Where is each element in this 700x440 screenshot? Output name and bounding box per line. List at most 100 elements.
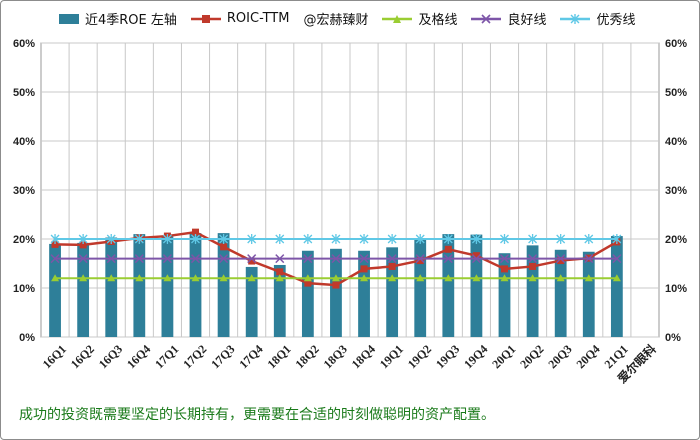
marker-pass	[612, 274, 621, 282]
marker-roic	[192, 228, 199, 236]
x-tick-label: 20Q2	[517, 342, 546, 371]
marker-pass	[51, 274, 60, 282]
marker-good	[219, 254, 229, 264]
chart-caption: 成功的投资既需要坚定的长期持有，更需要在合适的时刻做聪明的资产配置。	[19, 407, 495, 423]
bar-roe	[49, 243, 61, 337]
marker-good	[499, 254, 510, 264]
bar-roe	[217, 233, 230, 337]
x-tick-label: 16Q1	[40, 342, 69, 371]
x-tick-label: 16Q4	[124, 342, 153, 371]
marker-excellent	[331, 234, 341, 244]
marker-good	[247, 254, 257, 264]
marker-pass	[135, 274, 144, 282]
marker-good	[359, 254, 369, 264]
marker-roic	[304, 279, 312, 287]
marker-good	[556, 254, 566, 264]
bar-roe	[273, 264, 286, 337]
legend-swatch-excellent	[560, 13, 591, 24]
marker-roic	[276, 268, 284, 276]
marker-pass	[79, 274, 88, 282]
marker-excellent	[191, 234, 200, 244]
marker-roic	[529, 262, 537, 270]
legend-credit: @宏赫臻财	[303, 13, 369, 28]
marker-roic	[444, 245, 452, 253]
marker-pass	[163, 274, 172, 282]
bar-roe	[526, 245, 539, 337]
marker-excellent	[415, 234, 425, 244]
x-tick-label: 20Q3	[545, 342, 574, 371]
marker-roic	[360, 265, 368, 273]
marker-excellent	[162, 234, 172, 244]
legend-item-roic: ROIC-TTM	[190, 11, 289, 26]
y2-tick-label: 10%	[665, 283, 687, 295]
legend-item-pass: 及格线	[382, 9, 457, 28]
marker-roic	[416, 257, 424, 265]
marker-good	[387, 254, 397, 264]
marker-excellent	[359, 234, 369, 244]
marker-excellent	[528, 234, 538, 244]
marker-pass	[360, 274, 369, 282]
marker-good	[612, 254, 622, 264]
marker-pass	[331, 274, 340, 282]
marker-pass	[472, 274, 481, 282]
marker-good	[443, 254, 453, 264]
marker-excellent	[247, 234, 257, 244]
marker-pass	[303, 274, 312, 282]
y-tick-label: 60%	[13, 38, 35, 50]
bar-roe	[414, 239, 427, 337]
marker-excellent	[303, 234, 313, 244]
bar-roe	[301, 250, 314, 337]
chart-plot: 0% 10% 20% 30% 40% 50% 60% 0% 10% 20% 30% 40% 50% 60%…	[13, 38, 687, 386]
bar-roe	[470, 234, 483, 337]
y-tick-label: 30%	[13, 185, 35, 197]
marker-excellent	[78, 234, 88, 244]
x-tick-label: 19Q2	[405, 342, 434, 371]
marker-pass	[556, 274, 565, 282]
bar-roe	[330, 248, 342, 337]
legend-item-excellent: 优秀线	[560, 9, 636, 28]
marker-good	[78, 254, 88, 264]
marker-good	[106, 254, 116, 264]
legend: 近4季ROE 左轴 ROIC-TTM @宏赫臻财 及格线 良好线 优秀线	[59, 9, 650, 28]
bar-roe	[442, 234, 455, 337]
marker-excellent	[471, 234, 481, 244]
marker-roic	[501, 265, 508, 273]
marker-good	[331, 254, 341, 264]
marker-good	[584, 254, 594, 264]
x-tick-label: 19Q4	[461, 342, 490, 371]
y2-tick-label: 30%	[665, 185, 687, 197]
marker-good	[275, 254, 285, 264]
legend-swatch-roe	[59, 13, 79, 24]
marker-excellent	[134, 234, 144, 244]
x-tick-label: 16Q3	[96, 342, 125, 371]
x-tick-label: 17Q1	[152, 342, 181, 371]
bar-roe	[358, 250, 370, 337]
x-tick-label: 18Q1	[264, 342, 293, 371]
marker-excellent	[50, 234, 60, 244]
marker-good	[134, 254, 144, 264]
marker-roic	[332, 281, 340, 289]
marker-good	[303, 254, 313, 264]
legend-label-good: 良好线	[507, 13, 547, 28]
marker-roic	[388, 262, 396, 270]
marker-good	[190, 254, 201, 264]
marker-excellent	[106, 234, 116, 244]
bar-roe	[189, 233, 202, 337]
marker-pass	[191, 274, 200, 282]
y-tick-label: 50%	[13, 87, 35, 99]
marker-pass	[500, 274, 509, 282]
marker-excellent	[584, 234, 594, 244]
marker-pass	[444, 274, 453, 282]
x-tick-label: 20Q4	[573, 342, 602, 371]
marker-roic	[472, 252, 480, 260]
y2-tick-label: 40%	[665, 136, 687, 148]
marker-excellent	[219, 234, 229, 244]
y2-tick-label: 0%	[665, 332, 681, 344]
marker-roic	[248, 257, 256, 265]
marker-excellent	[443, 234, 453, 244]
y-tick-label: 20%	[13, 234, 35, 246]
y-tick-label: 40%	[13, 136, 35, 148]
bar-roe	[386, 247, 399, 337]
bar-roe	[610, 236, 623, 337]
